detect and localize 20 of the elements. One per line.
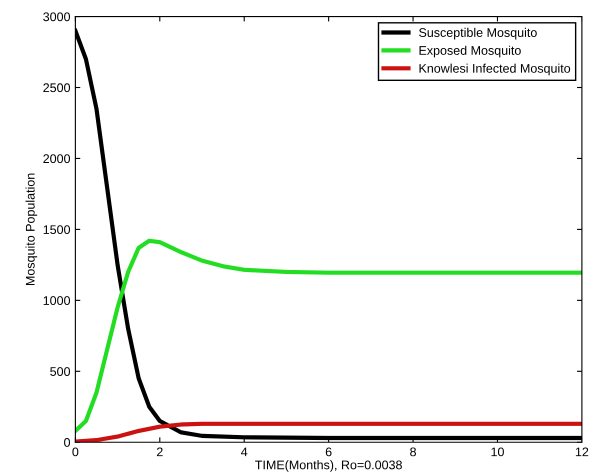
x-tick-label: 8 [410, 447, 416, 456]
y-tick-label: 2500 [43, 83, 70, 92]
legend-label: Susceptible Mosquito [419, 28, 537, 40]
x-axis-title: TIME(Months), Ro=0.0038 [255, 460, 402, 472]
x-tick-label: 6 [326, 447, 332, 456]
x-tick-label: 4 [241, 448, 248, 456]
line-series [75, 238, 582, 433]
x-tick-label: 12 [576, 447, 588, 456]
x-tick-label: 2 [156, 447, 163, 456]
y-tick-label: 2000 [43, 154, 70, 164]
y-tick-label: 1500 [44, 225, 70, 234]
y-tick-label: 1000 [44, 296, 70, 306]
y-tick-label: 0 [64, 438, 70, 447]
y-axis-title: Mosquito Population [26, 174, 38, 286]
x-tick-label: 10 [491, 447, 504, 456]
legend-label: Knowlesi Infected Mosquito [420, 64, 570, 76]
y-tick-label: 500 [50, 367, 70, 376]
y-tick-label: 3000 [43, 12, 70, 22]
x-tick-label: 0 [72, 447, 78, 456]
legend-label: Exposed Mosquito [420, 46, 521, 58]
